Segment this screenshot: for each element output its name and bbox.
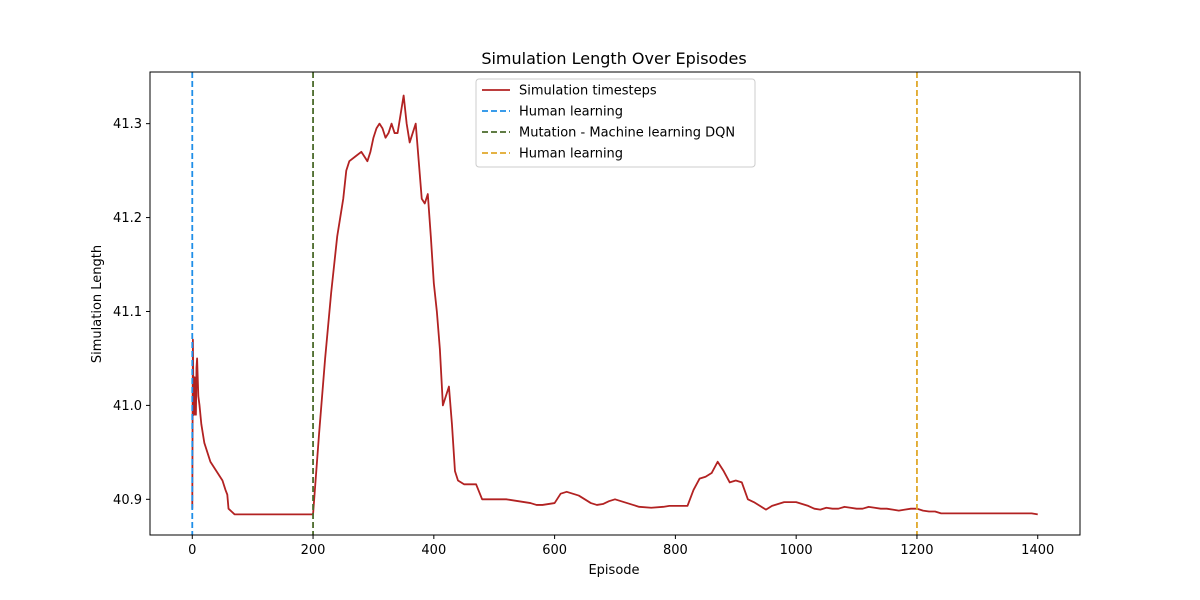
y-tick-label: 40.9 <box>113 493 142 508</box>
x-tick-label: 0 <box>188 543 196 558</box>
x-tick-label: 200 <box>301 543 326 558</box>
plot-frame <box>149 71 1081 536</box>
y-tick-label: 41.0 <box>113 399 142 414</box>
x-tick-label: 1200 <box>900 543 933 558</box>
y-tick-label: 41.3 <box>113 117 142 132</box>
y-axis-ticks: 40.9 41.0 41.1 41.2 41.3 <box>113 117 150 508</box>
legend-label-3: Human learning <box>519 147 623 162</box>
x-tick-label: 400 <box>421 543 446 558</box>
y-tick-label: 41.2 <box>113 211 142 226</box>
plot-area <box>149 71 1081 536</box>
x-tick-label: 1000 <box>780 543 813 558</box>
x-axis-label: Episode <box>588 563 639 578</box>
x-tick-label: 800 <box>663 543 688 558</box>
legend: Simulation timesteps Human learning Mutati… <box>475 78 756 168</box>
legend-box <box>475 78 756 168</box>
x-axis-ticks: 0 200 400 600 800 1000 1200 1400 <box>188 535 1054 558</box>
legend-label-0: Simulation timesteps <box>519 84 657 99</box>
chart-title: Simulation Length Over Episodes <box>481 49 746 68</box>
legend-label-1: Human learning <box>519 105 623 120</box>
y-tick-label: 41.1 <box>113 305 142 320</box>
x-tick-label: 1400 <box>1021 543 1054 558</box>
series-line-0 <box>191 94 1038 516</box>
x-tick-label: 600 <box>542 543 567 558</box>
legend-label-2: Mutation - Machine learning DQN <box>519 126 735 141</box>
y-axis-label: Simulation Length <box>90 245 105 363</box>
